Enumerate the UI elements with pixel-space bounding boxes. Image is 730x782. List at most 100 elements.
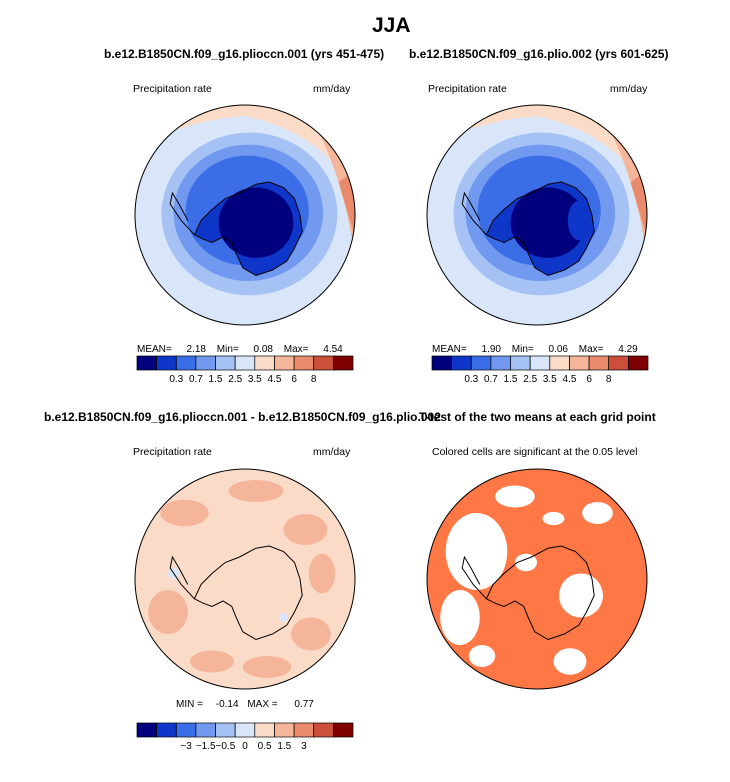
difference-cell — [291, 617, 331, 651]
colorbar-tick-label: 1.5 — [277, 741, 291, 752]
panel-1-units-label: mm/day — [313, 83, 351, 95]
colorbar-swatch — [215, 355, 236, 371]
difference-cell — [148, 590, 188, 634]
panel-4-note: Colored cells are significant at the 0.0… — [432, 446, 638, 458]
max-value: 0.77 — [294, 699, 314, 710]
colorbar-tick-label: 4.5 — [268, 374, 282, 385]
colorbar-tick-label: 3.5 — [248, 374, 262, 385]
difference-cell — [308, 553, 336, 594]
map-boundary — [426, 104, 648, 326]
colorbar-swatch — [234, 722, 256, 738]
max-label: Max= — [283, 344, 309, 355]
colorbar-swatch — [608, 355, 629, 371]
difference-cell — [190, 650, 234, 673]
colorbar-swatch — [490, 355, 511, 371]
colorbar-swatch — [274, 722, 295, 738]
difference-cell — [228, 480, 284, 502]
colorbar-tick-label: 1.5 — [504, 374, 518, 385]
colorbar-tick-label: 0.7 — [484, 374, 498, 385]
colorbar-swatch — [136, 722, 157, 738]
panel-1-stats: MEAN= 2.18 Min= 0.08 Max= 4.54 — [137, 344, 343, 355]
colorbar-tick-label: 2.5 — [523, 374, 537, 385]
colorbar-tick-label: −1.5 — [196, 741, 216, 752]
insignificant-cell — [559, 573, 603, 618]
min-label: Min= — [216, 344, 239, 355]
colorbar-panel-1: 0.3 0.7 1.5 2.5 3.5 4.5 6 8 — [136, 355, 354, 385]
insignificant-cell — [553, 648, 587, 675]
max-label: MAX = — [247, 699, 278, 710]
colorbar-swatch — [451, 355, 472, 371]
colorbar-swatch — [156, 355, 177, 371]
panel-1-variable-label: Precipitation rate — [133, 83, 212, 95]
max-value: 4.29 — [618, 344, 638, 355]
colorbar-tick-label: 1.5 — [209, 374, 223, 385]
colorbar-tick-label: 4.5 — [563, 374, 577, 385]
panel-2-title: b.e12.B1850CN.f09_g16.plio.002 (yrs 601-… — [409, 47, 669, 61]
map-boundary — [426, 468, 648, 690]
colorbar-tick-label: 6 — [586, 374, 592, 385]
colorbar-tick-label: 8 — [606, 374, 612, 385]
insignificant-cell — [515, 553, 537, 572]
warm-band — [338, 171, 355, 237]
peninsula-coastline — [461, 191, 487, 236]
panel-4-title: T-test of the two means at each grid poi… — [419, 410, 656, 424]
colorbar-swatch — [293, 722, 315, 738]
map-boundary — [134, 104, 356, 326]
colorbar-swatch — [175, 355, 197, 371]
colorbar-swatch — [431, 355, 452, 371]
map-panel-1 — [134, 104, 356, 326]
min-value: -0.14 — [215, 699, 239, 710]
mean-value: 2.18 — [186, 344, 206, 355]
colorbar-swatch — [470, 355, 492, 371]
difference-cell — [279, 613, 288, 622]
peninsula-coastline — [461, 555, 487, 600]
colorbar-swatch — [588, 355, 610, 371]
colorbar-tick-label: 0.5 — [258, 741, 272, 752]
min-label: Min= — [511, 344, 534, 355]
colorbar-swatch — [313, 355, 334, 371]
insignificant-cell — [440, 590, 480, 645]
precip-interior — [218, 187, 294, 258]
panel-3-stats: MIN = -0.14 MAX = 0.77 — [176, 699, 314, 710]
warm-band — [630, 171, 647, 237]
mean-label: MEAN= — [137, 344, 172, 355]
colorbar-swatch — [274, 355, 295, 371]
colorbar-tick-label: 2.5 — [228, 374, 242, 385]
colorbar-swatch — [333, 355, 354, 371]
insignificant-cell — [468, 645, 496, 667]
min-label: MIN = — [176, 699, 203, 710]
colorbar-tick-label: −3 — [180, 741, 192, 752]
colorbar-swatch — [156, 722, 177, 738]
colorbar-swatch — [293, 355, 315, 371]
insignificant-cell — [582, 502, 613, 524]
max-value: 4.54 — [323, 344, 343, 355]
colorbar-swatch — [313, 722, 334, 738]
colorbar-swatch — [549, 355, 570, 371]
colorbar-swatch — [529, 355, 551, 371]
colorbar-tick-label: 3 — [301, 741, 307, 752]
map-boundary — [134, 468, 356, 690]
colorbar-swatch — [136, 355, 157, 371]
antarctica-coastline — [193, 181, 303, 277]
colorbar-panel-2: 0.3 0.7 1.5 2.5 3.5 4.5 6 8 — [431, 355, 649, 385]
colorbar-swatch — [215, 722, 236, 738]
colorbar-swatch — [333, 722, 354, 738]
colorbar-swatch — [254, 355, 275, 371]
mean-label: MEAN= — [432, 344, 467, 355]
colorbar-tick-label: −0.5 — [216, 741, 236, 752]
panel-3-variable-label: Precipitation rate — [133, 446, 212, 458]
colorbar-swatch — [234, 355, 256, 371]
insignificant-cell — [495, 485, 535, 508]
min-value: 0.08 — [253, 344, 273, 355]
insignificant-cell — [542, 511, 565, 526]
colorbar-swatch — [175, 722, 197, 738]
peninsula-coastline — [169, 191, 195, 236]
difference-cell — [160, 499, 209, 527]
precip-interior — [510, 187, 586, 258]
min-value: 0.06 — [548, 344, 568, 355]
warm-band — [135, 105, 355, 193]
colorbar-tick-label: 8 — [311, 374, 317, 385]
precip-interior — [567, 200, 590, 241]
difference-cell — [283, 514, 328, 545]
